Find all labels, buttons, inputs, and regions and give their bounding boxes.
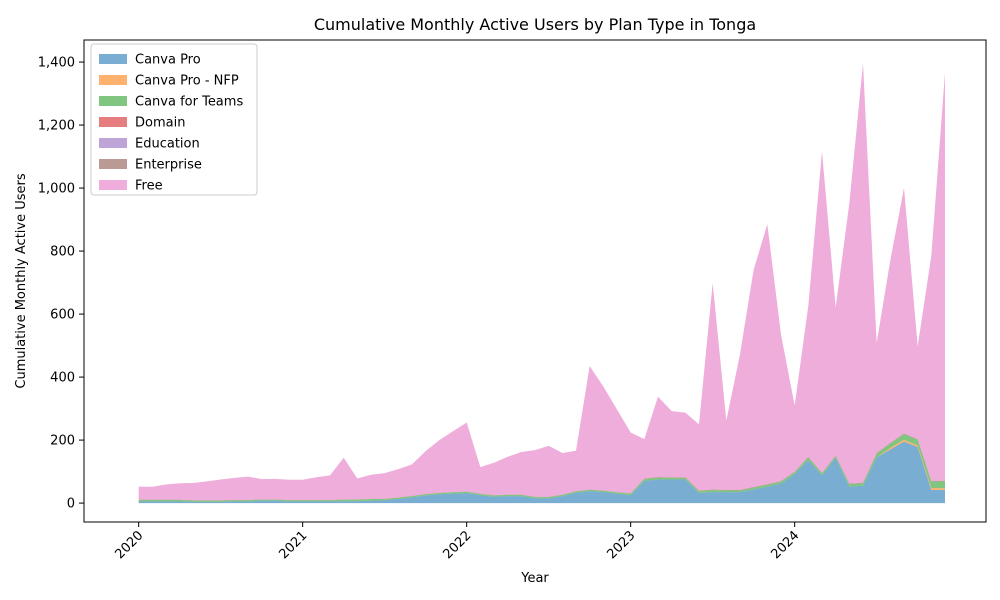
y-tick-label-5: 1,000	[38, 182, 75, 197]
legend-swatch-0	[99, 54, 127, 64]
chart-title: Cumulative Monthly Active Users by Plan …	[314, 15, 756, 34]
legend-swatch-5	[99, 159, 127, 169]
legend-label-4: Education	[135, 137, 200, 152]
legend-label-2: Canva for Teams	[135, 95, 243, 110]
legend-label-1: Canva Pro - NFP	[135, 74, 239, 89]
legend-label-5: Enterprise	[135, 158, 202, 173]
y-tick-label-1: 200	[50, 434, 75, 449]
legend-swatch-6	[99, 180, 127, 190]
legend-swatch-4	[99, 138, 127, 148]
y-axis-ticks: 0 200 400 600 800 1,000 1,200 1,400	[38, 56, 84, 512]
legend-swatch-2	[99, 96, 127, 106]
x-axis-label: Year	[520, 571, 549, 586]
area-series-6	[138, 63, 946, 501]
y-tick-label-4: 800	[50, 245, 75, 260]
y-tick-label-0: 0	[67, 497, 75, 512]
y-axis-label: Cumulative Monthly Active Users	[14, 173, 29, 388]
plot-frame	[83, 39, 987, 523]
y-tick-label-2: 400	[50, 371, 75, 386]
legend-swatch-3	[99, 117, 127, 127]
y-tick-label-3: 600	[50, 308, 75, 323]
legend-label-0: Canva Pro	[135, 53, 201, 68]
plot-areas	[138, 63, 946, 504]
legend-label-6: Free	[135, 179, 163, 194]
y-tick-label-6: 1,200	[38, 119, 75, 134]
legend: Canva Pro Canva Pro - NFP Canva for Teams D…	[90, 43, 258, 196]
legend-swatch-1	[99, 75, 127, 85]
area-series-0	[138, 441, 946, 504]
legend-label-3: Domain	[135, 116, 185, 131]
legend-box	[90, 43, 258, 196]
y-tick-label-7: 1,400	[38, 56, 75, 71]
